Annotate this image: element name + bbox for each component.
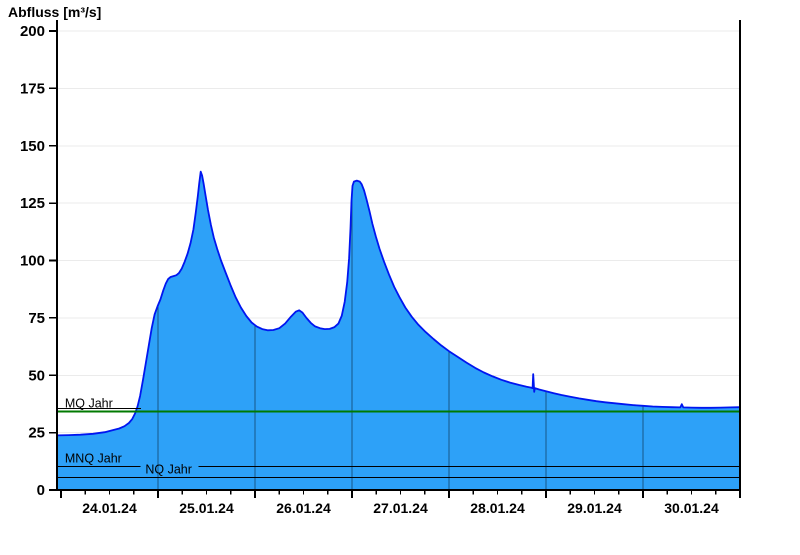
y-tick-label: 100 bbox=[20, 253, 45, 270]
ref-label-mq-jahr: MQ Jahr bbox=[65, 397, 113, 411]
y-tick-label: 25 bbox=[28, 425, 45, 442]
x-tick-label: 28.01.24 bbox=[470, 500, 525, 516]
discharge-curve bbox=[56, 170, 741, 437]
y-tick-label: 75 bbox=[28, 310, 45, 327]
x-tick-label: 29.01.24 bbox=[567, 500, 622, 516]
x-tick-label: 30.01.24 bbox=[664, 500, 719, 516]
chart-title: Abfluss [m³/s] bbox=[8, 4, 102, 20]
x-tick-label: 26.01.24 bbox=[276, 500, 331, 516]
x-tick-label: 25.01.24 bbox=[179, 500, 234, 516]
ref-label-mnq-jahr: MNQ Jahr bbox=[65, 451, 122, 465]
x-tick-label: 24.01.24 bbox=[82, 500, 137, 516]
ref-label-nq-jahr: NQ Jahr bbox=[145, 462, 192, 476]
discharge-area-fill bbox=[57, 171, 740, 490]
y-tick-label: 0 bbox=[37, 482, 45, 499]
x-tick-label: 27.01.24 bbox=[373, 500, 428, 516]
y-tick-label: 200 bbox=[20, 23, 45, 40]
y-tick-label: 50 bbox=[28, 367, 45, 384]
y-tick-label: 125 bbox=[20, 195, 45, 212]
y-tick-label: 175 bbox=[20, 80, 45, 97]
y-tick-label: 150 bbox=[20, 138, 45, 155]
